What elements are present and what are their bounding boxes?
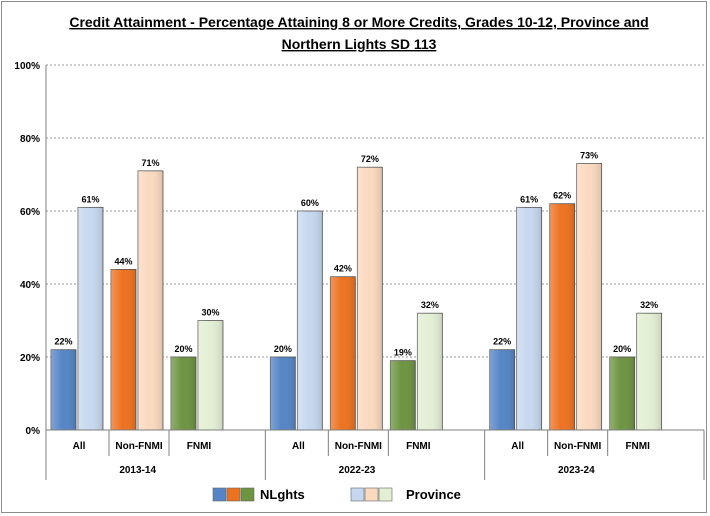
bar-shading: [636, 313, 662, 430]
category-label: All: [73, 441, 86, 452]
legend-swatch-province: [364, 487, 379, 502]
y-tick-label: 20%: [20, 353, 40, 364]
bar-shading: [198, 320, 223, 430]
data-label: 22%: [493, 337, 511, 347]
bar-shading: [357, 167, 383, 430]
legend: NLghts Province: [212, 487, 461, 502]
bar-shading: [576, 163, 602, 431]
data-label: 71%: [141, 158, 159, 168]
data-labels: 22% 61% 44% 71% 20% 30% 20% 60% 42% 72% 19% 32% 22% 6…: [54, 151, 658, 358]
bar-shading: [51, 349, 76, 430]
chart-title: Credit Attainment - Percentage Attaining…: [69, 14, 648, 52]
data-label: 61%: [81, 194, 99, 204]
data-label: 61%: [520, 194, 538, 204]
legend-label-province: Province: [406, 487, 461, 502]
category-label: Non-FNMI: [554, 441, 601, 452]
chart-title-line-1: Credit Attainment - Percentage Attaining…: [69, 14, 648, 30]
chart-title-line-2: Northern Lights SD 113: [282, 36, 437, 52]
category-labels: All Non-FNMI FNMI 2013-14 All Non-FNMI FNMI 202…: [73, 441, 650, 476]
data-label: 30%: [201, 308, 219, 318]
bar-shading: [609, 357, 635, 430]
legend-swatch-province: [378, 487, 393, 502]
bars: [50, 163, 663, 431]
bar-shading: [171, 357, 196, 430]
legend-swatch-nlghts: [240, 487, 255, 502]
data-label: 20%: [613, 344, 631, 354]
group-label: 2022-23: [339, 465, 376, 476]
data-label: 19%: [394, 348, 412, 358]
data-label: 32%: [421, 300, 439, 310]
data-label: 22%: [54, 337, 72, 347]
bar-shading: [417, 313, 443, 430]
data-label: 32%: [640, 300, 658, 310]
y-tick-label: 80%: [20, 134, 40, 145]
y-axis-ticks: 0% 20% 40% 60% 80% 100%: [14, 61, 40, 437]
data-label: 62%: [553, 191, 571, 201]
bar-shading: [297, 211, 323, 430]
y-tick-label: 40%: [20, 280, 40, 291]
bar-shading: [111, 269, 136, 430]
data-label: 72%: [361, 154, 379, 164]
category-label: Non-FNMI: [335, 441, 382, 452]
category-label: FNMI: [187, 441, 212, 452]
y-tick-label: 0%: [26, 426, 41, 437]
category-label: FNMI: [625, 441, 650, 452]
bar-shading: [516, 207, 542, 430]
y-tick-label: 100%: [14, 61, 40, 72]
y-tick-label: 60%: [20, 207, 40, 218]
legend-label-nlghts: NLghts: [260, 487, 305, 502]
group-label: 2023-24: [558, 465, 595, 476]
category-label: All: [292, 441, 305, 452]
category-label: Non-FNMI: [115, 441, 162, 452]
legend-swatch-nlghts: [226, 487, 241, 502]
bar-shading: [138, 170, 163, 430]
data-label: 73%: [580, 151, 598, 161]
legend-swatch-nlghts: [212, 487, 227, 502]
data-label: 42%: [334, 264, 352, 274]
legend-swatch-province: [350, 487, 365, 502]
bar-shading: [270, 357, 296, 430]
axes: [45, 65, 705, 480]
category-label: All: [511, 441, 524, 452]
bar-shading: [78, 207, 103, 430]
bar-shading: [390, 360, 416, 430]
group-label: 2013-14: [119, 465, 156, 476]
bar-shading: [489, 349, 515, 430]
bar-shading: [549, 203, 575, 430]
category-label: FNMI: [406, 441, 431, 452]
data-label: 44%: [114, 256, 132, 266]
data-label: 20%: [274, 344, 292, 354]
data-label: 60%: [301, 198, 319, 208]
bar-shading: [330, 276, 356, 430]
data-label: 20%: [174, 344, 192, 354]
